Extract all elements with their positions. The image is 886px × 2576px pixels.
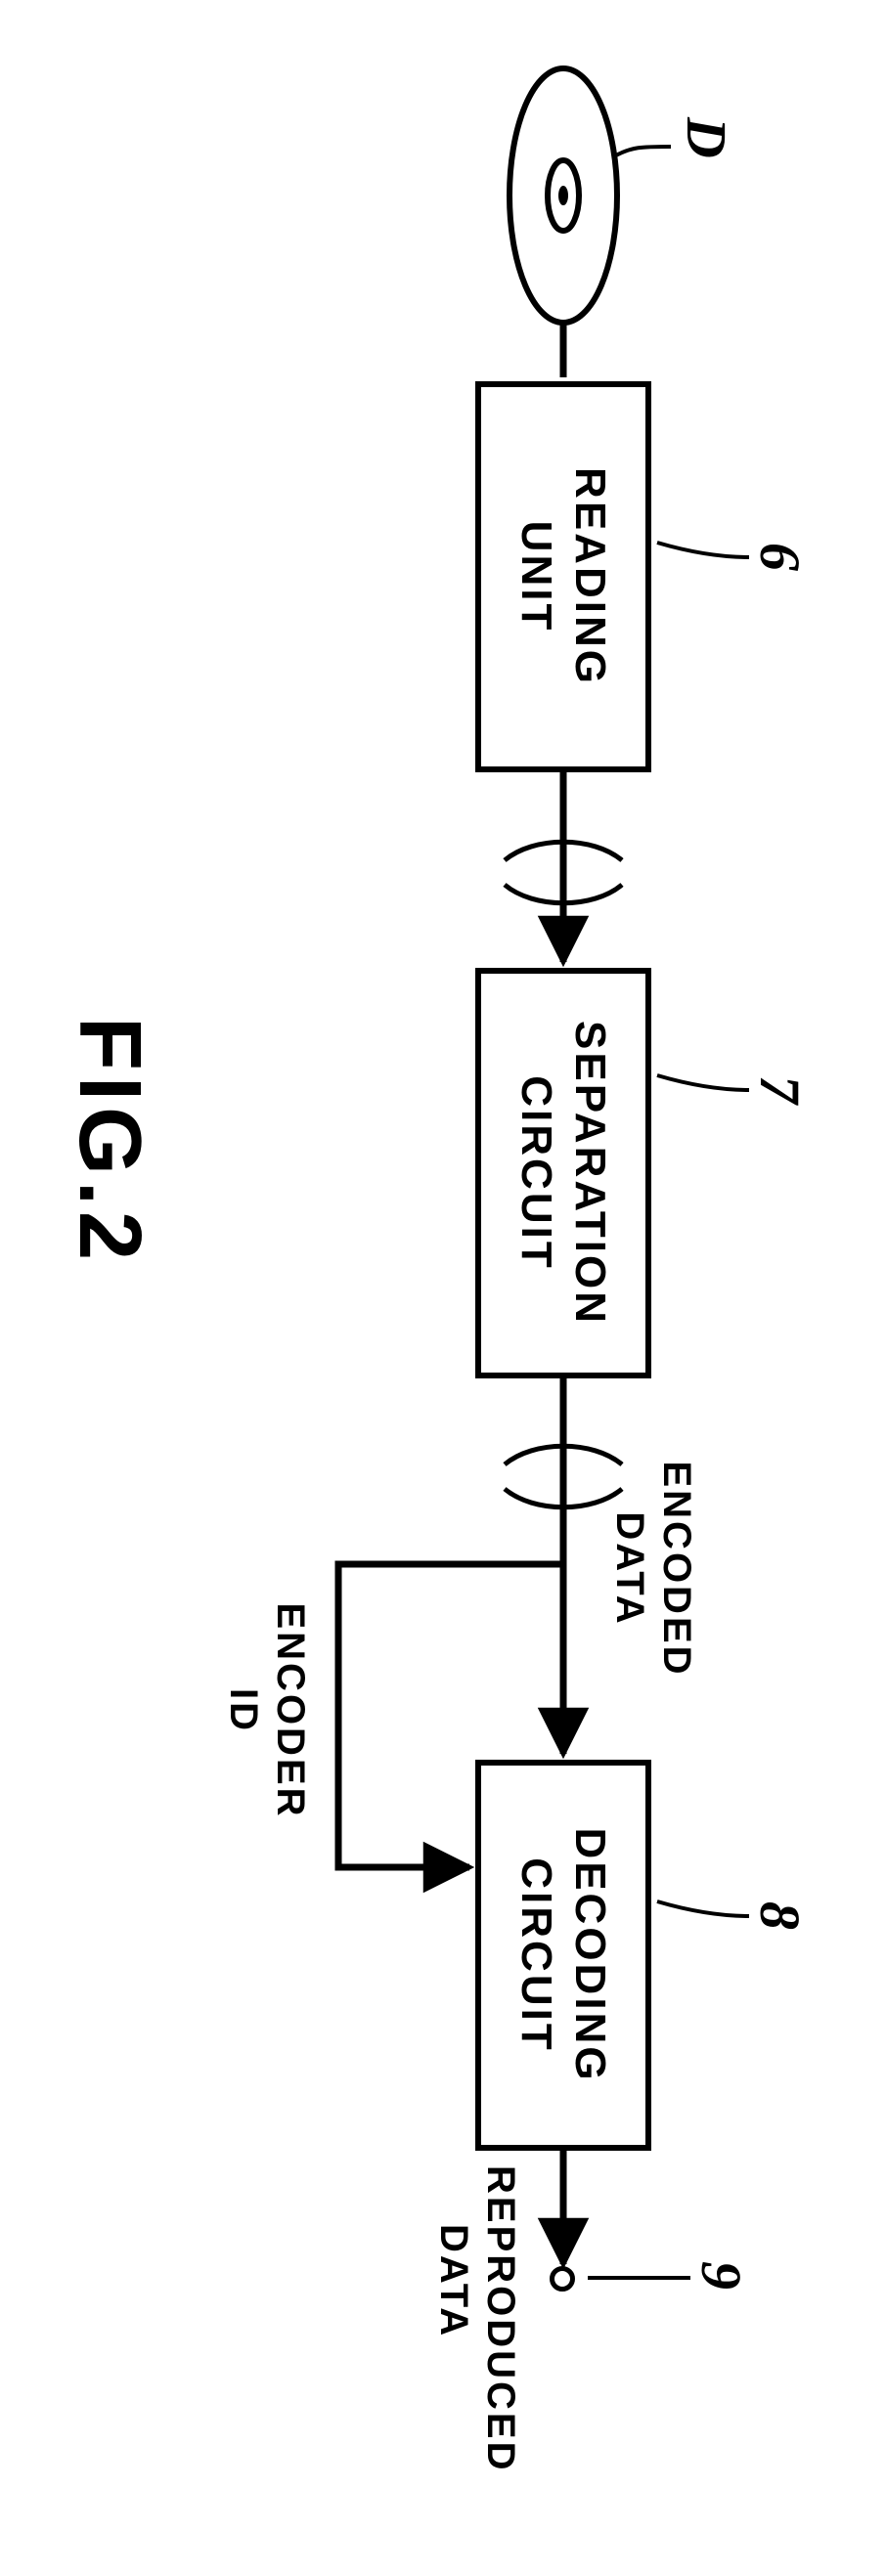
disc-ref: D (674, 117, 739, 158)
decoding-line2: CIRCUIT (509, 1827, 563, 2082)
decoding-circuit-block: DECODING CIRCUIT (475, 1760, 651, 2151)
terminal-ref: 9 (688, 2261, 754, 2290)
reproduced-data-label: REPRODUCED DATA (430, 2165, 524, 2517)
reading-line1: READING (563, 467, 617, 686)
encoder-id-label: ENCODER ID (220, 1564, 314, 1857)
separation-line2: CIRCUIT (509, 1021, 563, 1326)
output-terminal (550, 2266, 575, 2292)
reading-ref: 6 (747, 543, 813, 571)
decoding-line1: DECODING (563, 1827, 617, 2082)
encoded-data-label: ENCODED DATA (606, 1422, 700, 1716)
separation-line1: SEPARATION (563, 1021, 617, 1326)
disc-shape (509, 68, 617, 323)
reading-line2: UNIT (509, 467, 563, 686)
separation-ref: 7 (747, 1075, 813, 1104)
diagram-canvas: READING UNIT SEPARATION CIRCUIT DECODING… (0, 0, 886, 2576)
reading-unit-block: READING UNIT (475, 381, 651, 772)
separation-circuit-block: SEPARATION CIRCUIT (475, 968, 651, 1378)
figure-label: FIG.2 (57, 1017, 162, 1266)
decoding-ref: 8 (747, 1901, 813, 1930)
